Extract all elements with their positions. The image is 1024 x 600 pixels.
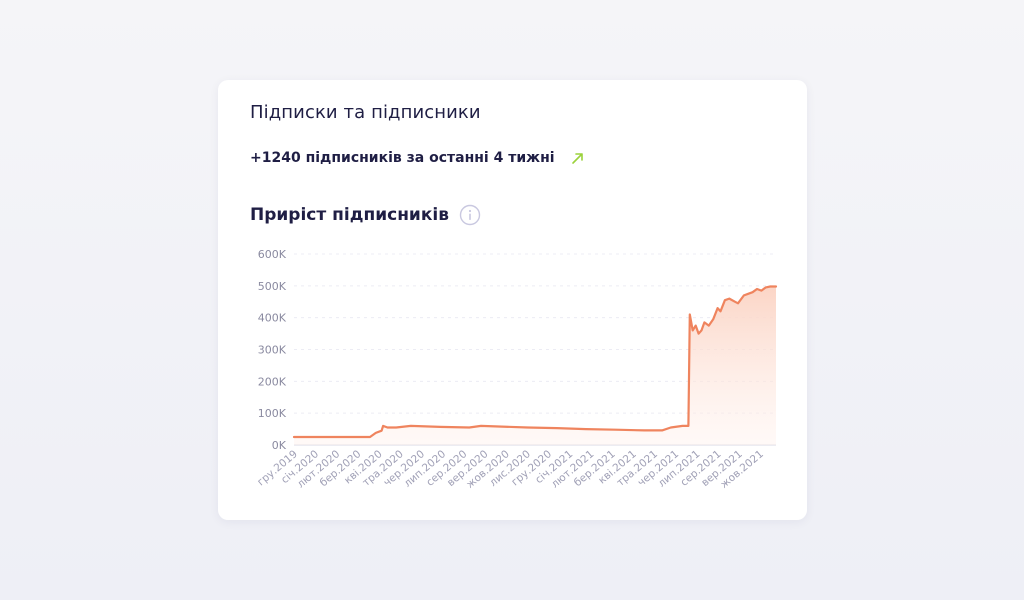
subscribers-growth-row: +1240 підписників за останні 4 тижні xyxy=(250,150,585,166)
subscribers-card: Підписки та підписники +1240 підписників… xyxy=(218,80,807,520)
y-tick-label: 300K xyxy=(258,344,287,357)
arrow-up-right-icon xyxy=(571,151,585,165)
y-tick-label: 400K xyxy=(258,312,287,325)
subscribers-growth-text: +1240 підписників за останні 4 тижні xyxy=(250,150,555,166)
y-tick-label: 200K xyxy=(258,375,287,388)
chart-title-row: Приріст підписників xyxy=(250,204,481,226)
y-tick-label: 0K xyxy=(272,439,287,452)
y-tick-label: 100K xyxy=(258,407,287,420)
series-area xyxy=(294,286,776,445)
y-tick-label: 500K xyxy=(258,280,287,293)
subscribers-growth-chart: 0K100K200K300K400K500K600Kгру.2019січ.20… xyxy=(255,248,778,491)
series-line xyxy=(292,285,778,439)
y-tick-label: 600K xyxy=(258,248,287,261)
info-icon[interactable] xyxy=(459,204,481,226)
chart-title: Приріст підписників xyxy=(250,205,449,225)
card-title: Підписки та підписники xyxy=(250,102,481,123)
